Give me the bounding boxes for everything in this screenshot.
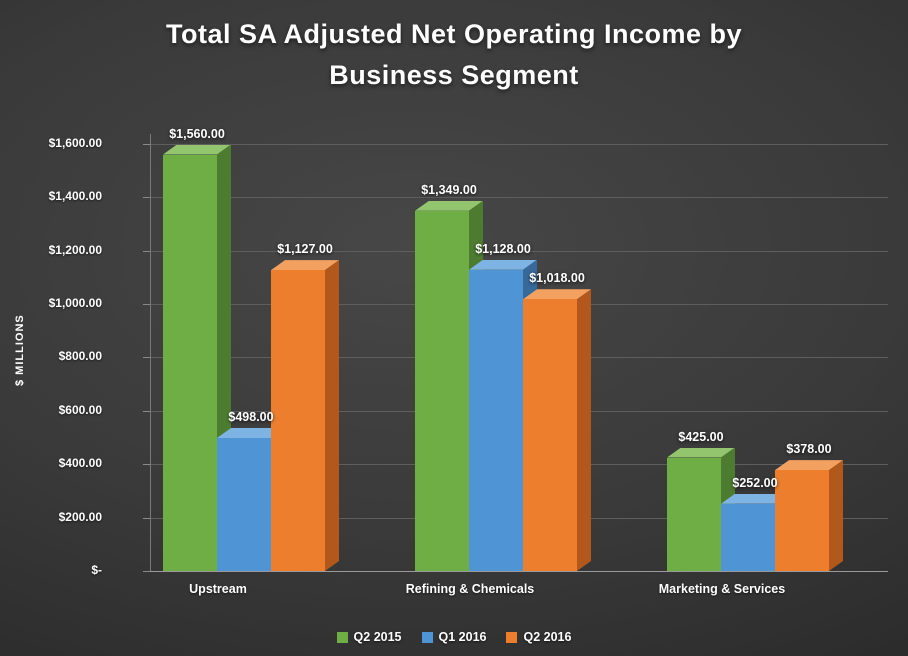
bar-top-face <box>469 259 537 270</box>
y-tick-label: $1,000.00 <box>48 296 102 310</box>
legend-swatch-icon <box>421 631 433 643</box>
y-axis-tickmark <box>143 143 150 145</box>
bar-top-face <box>415 200 483 211</box>
bar-value-label: $1,349.00 <box>421 182 477 197</box>
y-tick-label: $- <box>91 563 102 577</box>
gridline <box>150 250 888 252</box>
y-axis-tickmark <box>143 197 150 199</box>
legend-item: Q2 2015 <box>336 630 402 644</box>
y-axis-tickmark <box>143 357 150 359</box>
bar-front-face <box>523 299 577 571</box>
y-axis-tickmark <box>143 304 150 305</box>
legend-item: Q1 2016 <box>421 630 487 644</box>
bar-value-label: $425.00 <box>678 429 724 444</box>
bar-front-face <box>163 154 217 571</box>
bar-front-face <box>271 270 325 571</box>
bar-front-face <box>469 269 523 571</box>
bar-top-face <box>163 144 231 155</box>
legend-label: Q1 2016 <box>438 630 487 644</box>
bar-front-face <box>217 438 271 571</box>
bar-value-label: $1,018.00 <box>529 271 585 286</box>
bar-side-face <box>325 260 339 571</box>
legend-swatch-icon <box>336 631 348 643</box>
gridline <box>150 143 888 145</box>
bar-top-face <box>721 493 789 504</box>
y-axis-tickmark <box>143 250 150 252</box>
y-axis-tickmark <box>143 464 150 466</box>
bar-value-label: $498.00 <box>228 410 274 424</box>
category-label: Marketing & Services <box>658 582 786 596</box>
y-tick-label: $600.00 <box>58 402 102 417</box>
bar-value-label: $1,127.00 <box>277 242 333 257</box>
gridline <box>150 197 888 199</box>
y-tick-label: $800.00 <box>58 349 102 364</box>
bar-front-face <box>667 457 721 571</box>
category-label: Upstream <box>189 582 247 596</box>
chart-title: Total SA Adjusted Net Operating Income b… <box>165 19 743 90</box>
bar-value-label: $378.00 <box>786 442 832 457</box>
y-axis-tickmark <box>143 517 150 519</box>
y-tick-label: $1,200.00 <box>48 242 102 257</box>
bar-front-face <box>775 470 829 571</box>
y-tick-label: $200.00 <box>58 509 102 524</box>
y-tick-label: $400.00 <box>58 456 102 471</box>
legend-label: Q2 2016 <box>523 630 572 644</box>
legend-label: Q2 2015 <box>353 630 402 644</box>
category-label: Refining & Chemicals <box>405 582 535 596</box>
legend: Q2 2015 Q1 2016 Q2 2016 <box>0 630 908 644</box>
bar-top-face <box>775 460 843 471</box>
bar-front-face <box>415 210 469 571</box>
bar-top-face <box>217 428 285 438</box>
bar-top-face <box>523 289 591 300</box>
bar-top-face <box>667 447 735 458</box>
legend-swatch-icon <box>506 631 518 643</box>
bar-value-label: $1,560.00 <box>169 126 225 141</box>
y-axis-tickmark <box>143 571 150 572</box>
y-axis-line <box>150 133 151 571</box>
x-axis-line <box>150 571 888 572</box>
bar-side-face <box>829 460 843 571</box>
y-tick-label: $1,600.00 <box>48 135 102 150</box>
bar-value-label: $1,128.00 <box>475 241 531 256</box>
bar-front-face <box>721 503 775 571</box>
bar-value-label: $252.00 <box>732 475 778 490</box>
y-axis-tickmark <box>143 410 150 412</box>
legend-item: Q2 2016 <box>506 630 571 644</box>
y-tick-label: $1,400.00 <box>48 189 102 204</box>
bar-top-face <box>271 260 339 271</box>
bar-side-face <box>577 289 591 571</box>
